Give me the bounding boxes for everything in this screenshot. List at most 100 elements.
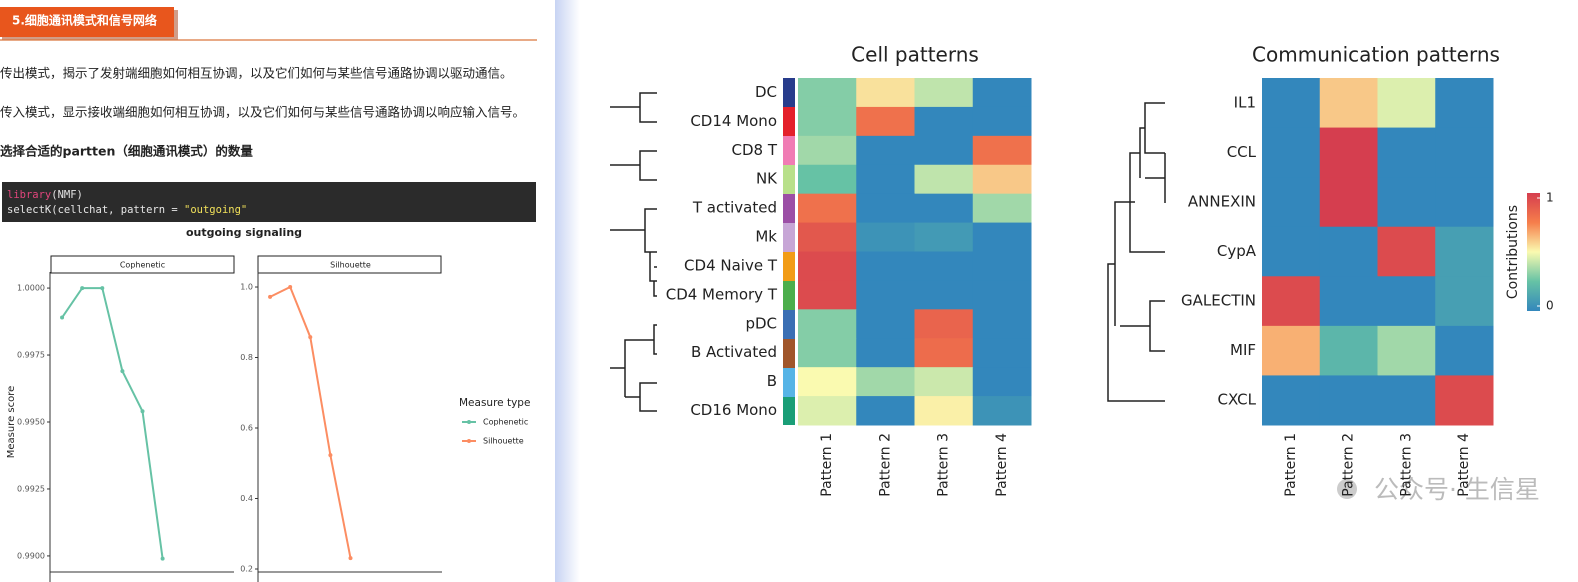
heatmap-cell xyxy=(1319,127,1378,178)
heatmap-cell xyxy=(1435,177,1494,228)
y-tick-label: 0.9925 xyxy=(17,484,45,493)
heatmap-cell xyxy=(914,251,974,281)
heatmap-cell xyxy=(1377,177,1436,228)
side-color xyxy=(783,368,795,397)
heatmap-cell xyxy=(856,396,915,426)
row-label: CD14 Mono xyxy=(690,112,777,130)
legend-title: Measure type xyxy=(459,397,530,409)
y-tick-label: 0.4 xyxy=(240,494,253,503)
chart-title: Cell patterns xyxy=(851,43,979,67)
paragraph: 选择合适的partten（细胞通讯模式）的数量 xyxy=(0,144,253,159)
side-color xyxy=(783,78,795,107)
heatmap-cell xyxy=(1377,78,1436,129)
heatmap-cell xyxy=(856,367,915,397)
row-label: CD4 Naive T xyxy=(684,256,778,274)
heatmap-cell xyxy=(1319,325,1378,376)
heatmap-cell xyxy=(798,164,857,195)
row-label: CXCL xyxy=(1218,391,1257,409)
column-label: Pattern 3 xyxy=(936,433,952,497)
legend-label: Cophenetic xyxy=(483,418,528,427)
heatmap-cell xyxy=(972,367,1032,397)
paragraph: 传入模式，显示接收端细胞如何相互协调，以及它们如何与某些信号通路协调以响应输入信… xyxy=(0,105,525,120)
heatmap-cell xyxy=(1377,325,1436,376)
heatmap-cell xyxy=(1319,276,1378,327)
heatmap-cell xyxy=(798,251,857,281)
row-label: ANNEXIN xyxy=(1188,192,1256,210)
paragraph: 传出模式，揭示了发射端细胞如何相互协调，以及它们如何与某些信号通路协调以驱动通信… xyxy=(0,66,513,81)
point xyxy=(348,556,353,561)
point xyxy=(100,286,105,291)
heatmap-cell xyxy=(856,309,915,339)
y-tick-label: 1.0000 xyxy=(17,284,45,293)
row-dendrogram xyxy=(610,92,657,412)
row-label: DC xyxy=(755,83,777,101)
heatmap-cell xyxy=(856,78,915,108)
heatmap-cell xyxy=(1319,375,1378,426)
code-token: "outgoing" xyxy=(184,204,247,216)
point xyxy=(120,369,125,374)
facet-label: Silhouette xyxy=(330,261,371,270)
side-color xyxy=(783,252,795,281)
side-color xyxy=(783,223,795,252)
heatmap-cell xyxy=(972,135,1032,166)
code-line: selectK(cellchat, pattern = "outgoing" xyxy=(7,204,247,216)
heatmap-cell xyxy=(856,280,915,310)
row-label: NK xyxy=(756,170,778,188)
heatmap-cell xyxy=(1319,226,1378,277)
heatmap-cell xyxy=(1262,226,1321,277)
heatmap-cell xyxy=(1435,226,1494,277)
row-label: CD8 T xyxy=(732,141,778,159)
heatmap-cell xyxy=(1435,375,1494,426)
y-tick-label: 0.9900 xyxy=(17,551,45,560)
side-color xyxy=(783,107,795,136)
code-lines: library(NMF) selectK(cellchat, pattern = … xyxy=(7,189,247,216)
point xyxy=(288,285,293,290)
heatmap-cell xyxy=(914,280,974,310)
column-label: Pattern 4 xyxy=(994,433,1010,497)
code-token: library xyxy=(7,189,51,201)
row-dendrogram xyxy=(1107,102,1166,402)
heatmap-cell xyxy=(972,251,1032,281)
side-color xyxy=(783,339,795,368)
heatmap-cell xyxy=(972,396,1032,426)
legend-label: Silhouette xyxy=(483,437,524,446)
point xyxy=(60,315,65,320)
row-label: CypA xyxy=(1217,242,1257,260)
code-line: library(NMF) xyxy=(7,189,83,201)
row-label: T activated xyxy=(692,199,777,217)
legend-title: Contributions xyxy=(1505,205,1521,299)
row-label: CD4 Memory T xyxy=(666,285,778,303)
heatmap-cell xyxy=(856,193,915,224)
heatmap-cell xyxy=(1377,375,1436,426)
heatmap-cell xyxy=(972,338,1032,368)
heatmap-cell xyxy=(914,309,974,339)
heatmap-cell xyxy=(1377,127,1436,178)
side-color xyxy=(783,397,795,425)
legend-dot xyxy=(467,439,471,443)
heatmap-cell xyxy=(972,106,1032,137)
header-title: 5.细胞通讯模式和信号网络 xyxy=(12,13,157,28)
column-label: Pattern 1 xyxy=(1283,433,1299,497)
point xyxy=(140,409,145,414)
series-line xyxy=(61,287,164,559)
legend-dot xyxy=(467,420,471,424)
code-token: (NMF) xyxy=(51,189,83,201)
watermark: 公众号· 生信星 xyxy=(1374,475,1540,504)
facet-strip xyxy=(50,255,235,274)
y-tick-label: 0.9950 xyxy=(17,418,45,427)
panel-divider xyxy=(555,0,580,582)
header-box xyxy=(0,7,174,37)
row-label: B Activated xyxy=(691,343,777,361)
heatmap-cell xyxy=(856,251,915,281)
column-label: Pattern 4 xyxy=(1456,433,1472,497)
heatmap-cell xyxy=(1262,276,1321,327)
heatmap-cell xyxy=(856,222,915,252)
heatmap-cell xyxy=(1435,276,1494,327)
chart-title: outgoing signaling xyxy=(186,226,302,239)
color-tick-label: 1 xyxy=(1546,191,1554,205)
facet-label: Cophenetic xyxy=(120,261,165,270)
heatmap-cell xyxy=(972,78,1032,108)
heatmap-cell xyxy=(1262,78,1321,129)
side-color xyxy=(783,281,795,310)
